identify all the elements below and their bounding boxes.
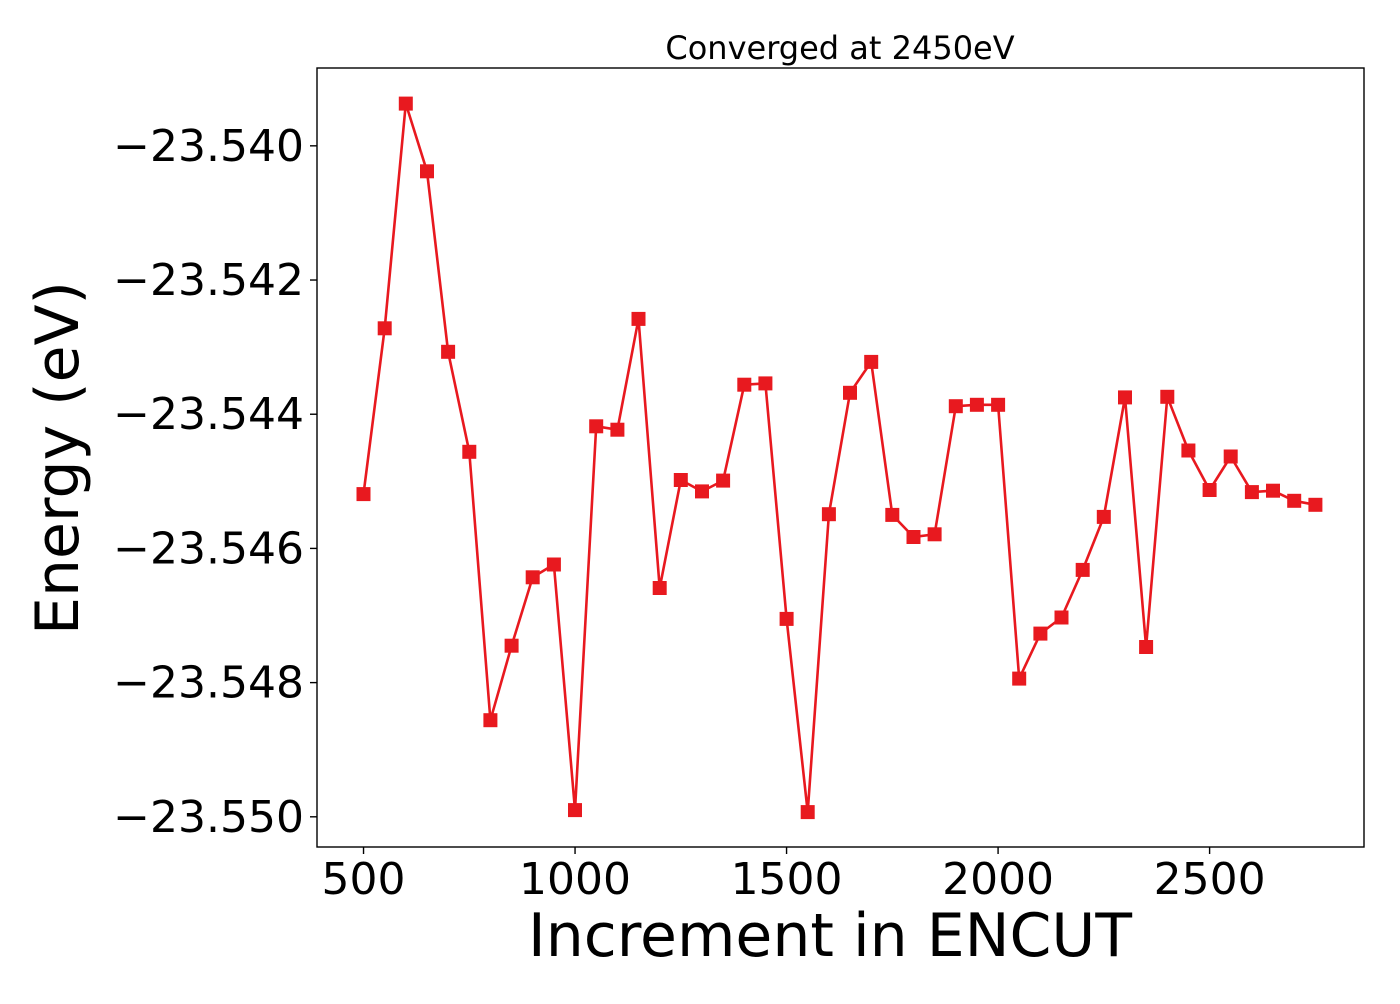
data-point-marker: [631, 311, 646, 326]
data-point-marker: [695, 484, 709, 499]
data-point-marker: [568, 803, 582, 818]
data-point-marker: [1054, 610, 1069, 625]
data-point-marker: [800, 805, 815, 820]
data-point-marker: [1202, 483, 1217, 497]
data-point-marker: [1244, 485, 1259, 500]
data-point-marker: [737, 377, 752, 392]
data-point-marker: [821, 507, 836, 522]
plot-area: [356, 96, 1323, 820]
data-point-marker: [589, 419, 604, 434]
data-point-marker: [1118, 390, 1132, 405]
x-axis-label: Increment in ENCUT: [528, 901, 1132, 971]
data-point-marker: [673, 473, 688, 487]
series-line: [362, 102, 1316, 814]
data-point-marker: [716, 473, 731, 488]
y-tick-label: −23.544: [113, 389, 304, 440]
data-point-marker: [1033, 626, 1048, 641]
y-axis-label: Energy (eV): [23, 281, 93, 635]
data-point-marker: [906, 530, 921, 544]
data-point-marker: [483, 713, 498, 728]
data-point-marker: [1139, 640, 1154, 654]
chart-title: Converged at 2450eV: [665, 29, 1014, 67]
data-point-marker: [377, 321, 392, 336]
data-point-marker: [441, 344, 456, 359]
data-point-marker: [398, 96, 413, 111]
data-point-marker: [546, 557, 561, 572]
y-tick-label: −23.546: [113, 523, 304, 574]
plot-frame: [316, 67, 1365, 848]
y-tick-label: −23.540: [113, 121, 304, 172]
y-axis: −23.540 −23.542 −23.544 −23.546 −23.548 −23.5…: [113, 121, 317, 843]
data-point-marker: [1266, 483, 1280, 498]
data-point-marker: [356, 487, 371, 502]
data-point-marker: [927, 527, 942, 542]
x-tick-label: 2500: [1154, 854, 1266, 905]
data-point-marker: [885, 507, 900, 522]
y-tick-label: −23.550: [113, 792, 304, 843]
data-point-marker: [779, 611, 794, 626]
data-point-marker: [462, 444, 477, 459]
x-tick-label: 1000: [519, 854, 631, 905]
y-tick-label: −23.548: [113, 658, 304, 709]
data-point-marker: [1075, 562, 1090, 577]
data-point-marker: [420, 164, 434, 179]
data-point-marker: [652, 581, 667, 595]
x-axis: 500 1000 1500 2000 2500: [322, 847, 1266, 905]
data-point-marker: [758, 376, 773, 391]
data-point-marker: [991, 397, 1006, 412]
data-point-marker: [864, 354, 879, 369]
data-point-marker: [1012, 671, 1027, 686]
x-tick-label: 500: [322, 854, 406, 905]
x-tick-label: 1500: [731, 854, 843, 905]
data-point-marker: [1096, 509, 1111, 524]
data-point-marker: [843, 385, 857, 400]
data-point-marker: [1308, 497, 1323, 512]
data-point-marker: [948, 399, 963, 414]
data-point-marker: [1181, 443, 1196, 458]
data-point-marker: [525, 570, 540, 585]
data-point-marker: [504, 638, 519, 653]
data-point-marker: [1223, 449, 1238, 464]
x-tick-label: 2000: [942, 854, 1054, 905]
y-tick-label: −23.542: [113, 255, 304, 306]
data-point-marker: [969, 397, 984, 412]
data-point-marker: [1287, 493, 1302, 508]
data-point-marker: [1160, 389, 1175, 404]
data-point-marker: [610, 422, 625, 437]
